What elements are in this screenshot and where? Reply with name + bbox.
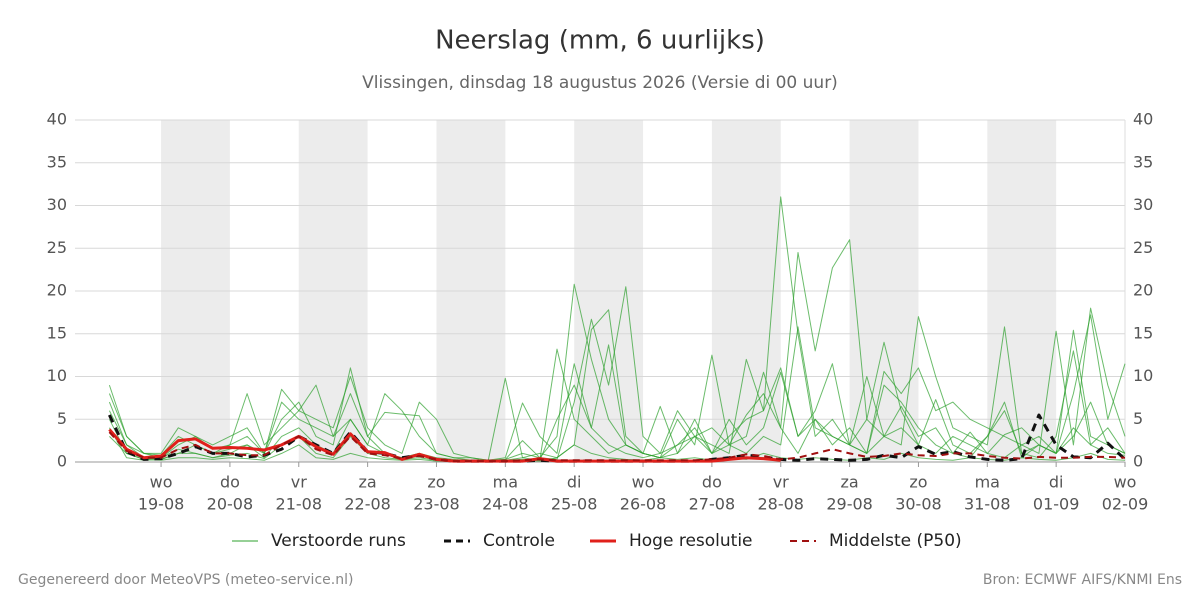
y2-tick-label: 25 (1133, 238, 1153, 257)
y-tick-label: 20 (47, 281, 67, 300)
y-tick-label: 10 (47, 366, 67, 385)
x-tick-label: 22-08 (344, 495, 391, 514)
x-tick-day: do (220, 473, 240, 492)
x-tick-day: wo (1114, 473, 1137, 492)
x-tick-day: za (359, 473, 377, 492)
y2-tick-label: 5 (1133, 409, 1143, 428)
x-tick-label: 24-08 (482, 495, 529, 514)
y-tick-label: 5 (57, 409, 67, 428)
footer-right: Bron: ECMWF AIFS/KNMI Ens (983, 572, 1182, 588)
x-tick-label: 01-09 (1033, 495, 1080, 514)
x-tick-label: 29-08 (826, 495, 873, 514)
x-tick-label: 28-08 (757, 495, 804, 514)
x-tick-label: 27-08 (689, 495, 736, 514)
x-tick-label: 21-08 (276, 495, 323, 514)
y2-tick-label: 30 (1133, 195, 1153, 214)
x-tick-label: 26-08 (620, 495, 667, 514)
y2-tick-label: 40 (1133, 110, 1153, 129)
chart-title: Neerslag (mm, 6 uurlijks) (435, 26, 765, 56)
x-tick-day: ma (493, 473, 518, 492)
y2-tick-label: 0 (1133, 452, 1143, 471)
x-tick-day: vr (291, 473, 307, 492)
legend-label: Middelste (P50) (829, 531, 962, 551)
x-tick-day: ma (975, 473, 1000, 492)
x-tick-day: di (1049, 473, 1064, 492)
y-tick-label: 30 (47, 195, 67, 214)
y-tick-label: 15 (47, 323, 67, 342)
ensemble-line (109, 436, 1126, 462)
legend-label: Hoge resolutie (629, 531, 753, 551)
ensemble-line (108, 286, 1126, 461)
y2-tick-label: 15 (1133, 323, 1153, 342)
x-tick-label: 25-08 (551, 495, 598, 514)
x-tick-label: 23-08 (413, 495, 460, 514)
ensemble-line (108, 239, 1126, 462)
x-tick-day: do (702, 473, 722, 492)
y-tick-label: 0 (57, 452, 67, 471)
x-tick-day: zo (909, 473, 927, 492)
x-tick-label: 02-09 (1102, 495, 1149, 514)
x-tick-day: za (840, 473, 858, 492)
x-tick-label: 30-08 (895, 495, 942, 514)
y2-tick-label: 10 (1133, 366, 1153, 385)
y-tick-label: 25 (47, 238, 67, 257)
y2-tick-label: 35 (1133, 152, 1153, 171)
y-tick-label: 35 (47, 152, 67, 171)
x-tick-day: zo (427, 473, 445, 492)
legend-label: Verstoorde runs (271, 531, 406, 551)
y-tick-label: 40 (47, 110, 67, 129)
chart-subtitle: Vlissingen, dinsdag 18 augustus 2026 (Ve… (362, 73, 838, 93)
x-tick-day: wo (150, 473, 173, 492)
ensemble-line (108, 196, 1126, 462)
x-tick-day: di (567, 473, 582, 492)
x-tick-day: vr (773, 473, 789, 492)
footer-left: Gegenereerd door MeteoVPS (meteo-service… (18, 572, 353, 588)
x-tick-label: 19-08 (138, 495, 185, 514)
x-tick-label: 20-08 (207, 495, 254, 514)
legend-label: Controle (483, 531, 555, 551)
series-line (108, 431, 1126, 463)
x-tick-day: wo (632, 473, 655, 492)
x-tick-label: 31-08 (964, 495, 1011, 514)
y2-tick-label: 20 (1133, 281, 1153, 300)
